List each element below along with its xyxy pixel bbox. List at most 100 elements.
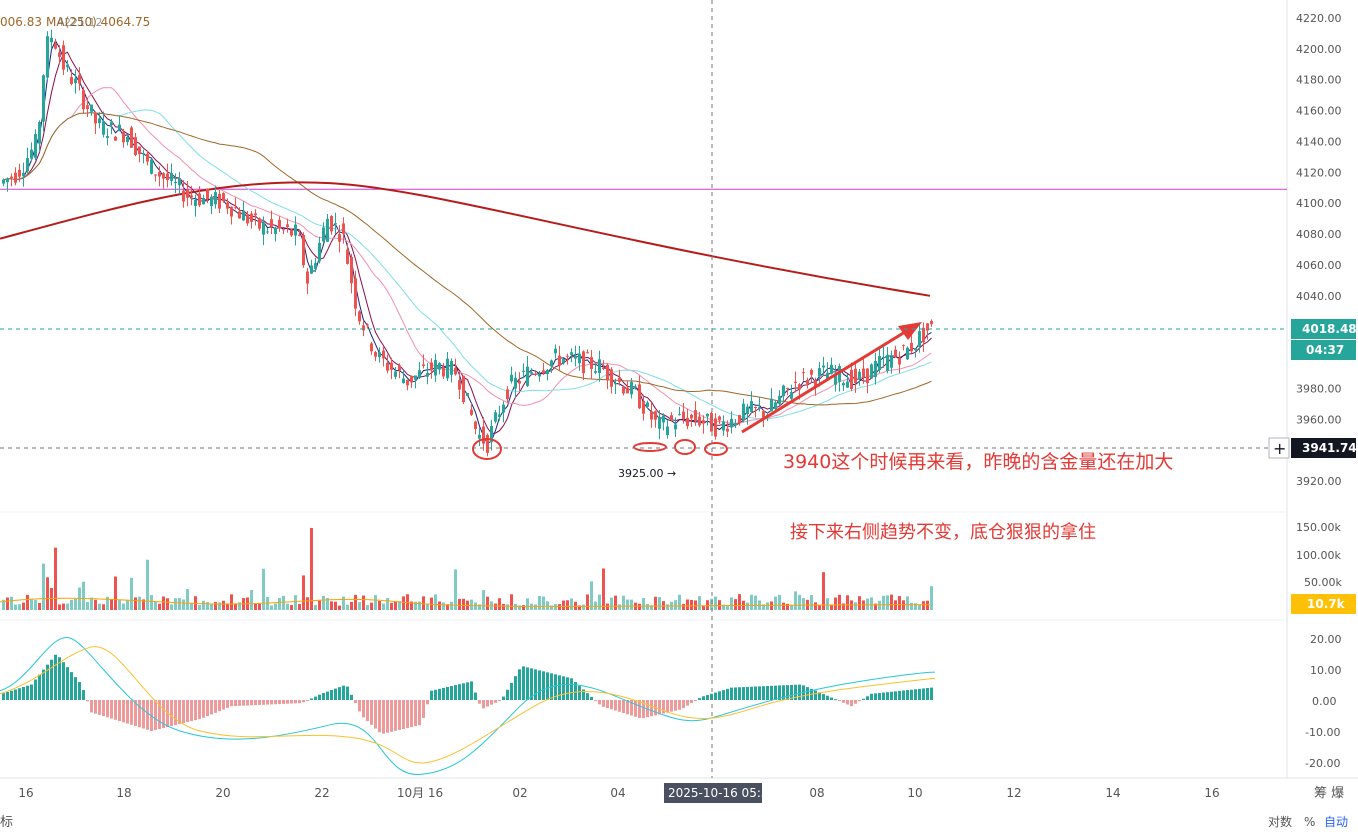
plus-icon[interactable]: + [1273, 439, 1286, 458]
volume-bar [250, 589, 253, 610]
macd-histogram-bar [846, 700, 849, 705]
macd-histogram-bar [286, 700, 289, 704]
candle-body [886, 354, 889, 372]
candle-body [542, 370, 545, 374]
candle-body [70, 77, 73, 84]
time-axis[interactable]: 16 18 20 22 10月 16 02 04 08 10 12 14 16 [18, 786, 1219, 800]
candle-body [714, 418, 717, 437]
legend-value: 006.83 [0, 15, 42, 29]
candle-body [678, 414, 681, 416]
candle-body [794, 381, 797, 383]
volume-bar [74, 598, 77, 610]
candle-body [582, 351, 585, 374]
annotation-ellipse [704, 442, 728, 456]
volume-bar [342, 596, 345, 610]
volume-bar [138, 596, 141, 610]
price-tick-label: 4060.00 [1296, 259, 1342, 272]
time-axis-corner-right[interactable]: 筹 爆 [1314, 785, 1344, 801]
volume-bar [618, 604, 621, 610]
candle-body [598, 359, 601, 374]
candle-body [602, 367, 605, 370]
candle-body [758, 406, 761, 408]
macd-tick-neg20: -20.00 [1305, 757, 1340, 770]
log-scale-toggle[interactable]: 对数 [1268, 814, 1292, 829]
candle-body [398, 365, 401, 371]
macd-histogram-bar [574, 682, 577, 700]
macd-histogram-bar [730, 687, 733, 700]
annotation-ellipse [633, 442, 667, 452]
volume-bar [486, 596, 489, 610]
auto-scale-toggle[interactable]: 自动 [1324, 815, 1348, 829]
volume-ma-line [0, 597, 931, 607]
macd-histogram-bar [10, 690, 13, 700]
candle-body [554, 348, 557, 354]
macd-histogram-bar [902, 690, 905, 700]
price-axis[interactable]: 4220.00 4200.00 4180.00 4160.00 4140.00 4120.… [1296, 12, 1342, 488]
volume-bar [706, 600, 709, 610]
volume-bar [626, 599, 629, 610]
candle-body [674, 424, 677, 430]
candle-body [782, 385, 785, 397]
macd-histogram-bar [618, 700, 621, 712]
time-tick-label: 08 [809, 786, 824, 800]
candle-body [406, 379, 409, 386]
corner-left-label[interactable]: 标 [0, 815, 13, 830]
volume-bar [378, 600, 381, 610]
time-tick-label: 10 [907, 786, 922, 800]
macd-histogram-bar [458, 684, 461, 700]
volume-bar [254, 603, 257, 610]
candle-body [14, 172, 17, 183]
candle-body [274, 227, 277, 234]
time-tick-label: 16 [18, 786, 33, 800]
volume-bar [42, 563, 45, 610]
candle-body [446, 358, 449, 379]
volume-bar [358, 602, 361, 610]
candle-body [278, 219, 281, 229]
macd-histogram-bar [670, 700, 673, 712]
macd-histogram-bar [566, 677, 569, 700]
macd-histogram-bar [510, 682, 513, 700]
volume-bar [426, 604, 429, 610]
volume-layer [0, 527, 933, 610]
macd-histogram-bar [858, 700, 861, 702]
macd-histogram-bar [62, 662, 65, 700]
volume-bar [718, 600, 721, 610]
ma-line-fast [3, 39, 932, 445]
candle-body [46, 36, 49, 78]
candle-body [874, 360, 877, 377]
volume-bar [122, 603, 125, 610]
volume-bar [402, 596, 405, 610]
candle-body [482, 426, 485, 444]
volume-bar [830, 604, 833, 610]
price-tick-label: 3980.00 [1296, 382, 1342, 395]
plus-button[interactable] [1268, 437, 1290, 459]
volume-bar [854, 602, 857, 610]
price-tick-label: 4140.00 [1296, 135, 1342, 148]
price-tick-label: 4120.00 [1296, 166, 1342, 179]
volume-bar [570, 598, 573, 610]
candle-body [66, 64, 69, 68]
volume-bar [174, 598, 177, 610]
macd-histogram-bar [702, 696, 705, 700]
candle-body [38, 121, 41, 144]
candle-body [86, 105, 89, 110]
ma-line-teal [3, 109, 932, 420]
candle-body [250, 213, 253, 222]
macd-histogram-bar [538, 670, 541, 700]
volume-bar [930, 586, 933, 610]
macd-histogram-bar [2, 693, 5, 700]
candle-body [730, 418, 733, 428]
volume-bar [822, 572, 825, 610]
candle-body [894, 349, 897, 357]
percent-scale-toggle[interactable]: % [1304, 815, 1315, 829]
candle-body [394, 371, 397, 377]
macd-histogram-bar [838, 700, 841, 701]
candle-body [306, 271, 309, 284]
candle-body [150, 159, 153, 174]
volume-bar [442, 602, 445, 610]
candle-body [866, 368, 869, 384]
volume-bar [134, 597, 137, 610]
macd-histogram-bar [822, 694, 825, 700]
macd-histogram-bar [126, 700, 129, 724]
